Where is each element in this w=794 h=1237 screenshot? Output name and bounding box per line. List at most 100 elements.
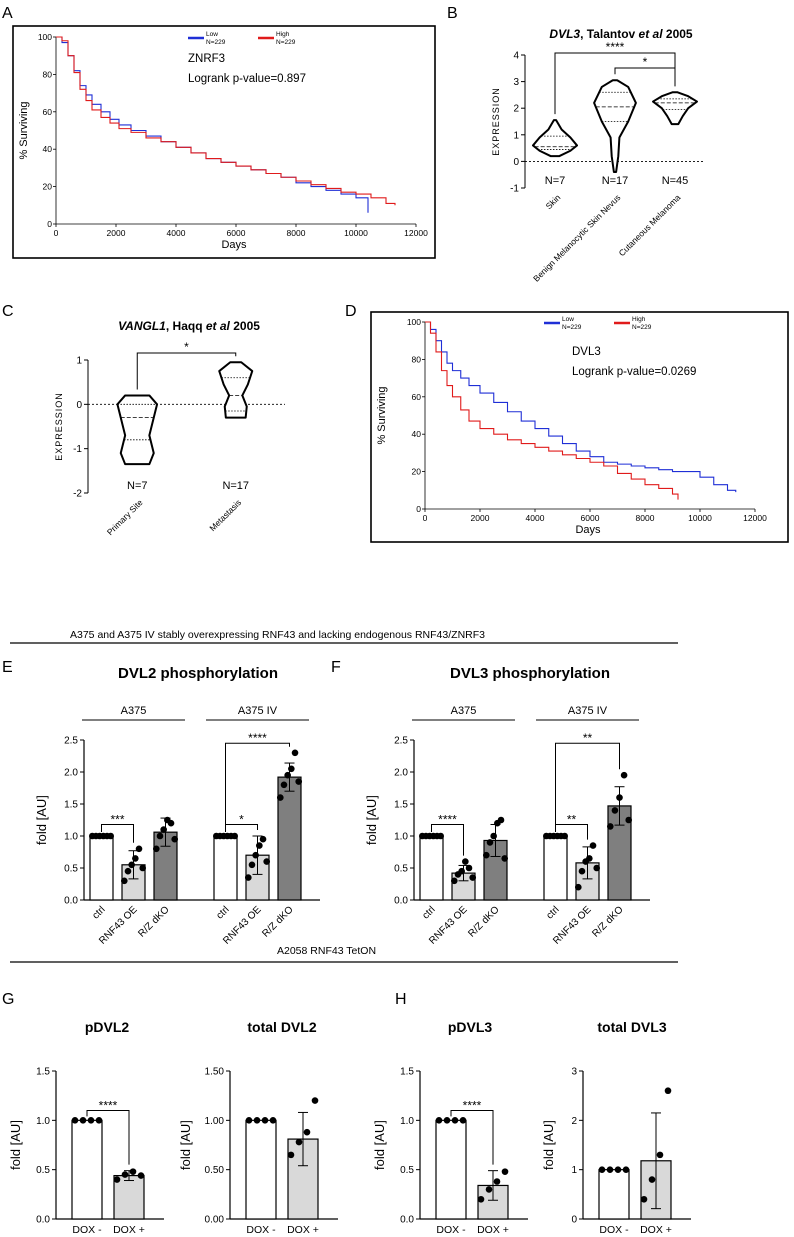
y-tick-label: 4 bbox=[513, 51, 519, 62]
data-point bbox=[611, 807, 619, 814]
y-tick-label: 0.0 bbox=[36, 1215, 50, 1226]
data-point bbox=[451, 877, 458, 885]
y-tick-label: 2.0 bbox=[64, 768, 78, 779]
y-tick-label: 3 bbox=[513, 77, 519, 88]
significance-label: *** bbox=[110, 812, 124, 826]
significance-label: **** bbox=[606, 40, 625, 54]
x-tick-label: 10000 bbox=[344, 228, 368, 238]
pvalue-label: Logrank p-value=0.0269 bbox=[572, 366, 696, 378]
y-tick-label: 0.0 bbox=[64, 896, 78, 907]
bar-chart-total-dvl2: total DVL2 0.00 0.50 1.00 1.50 fold [AU] DOX -… bbox=[178, 1019, 338, 1236]
legend-label-high: High bbox=[632, 316, 646, 323]
data-point bbox=[124, 867, 132, 875]
data-point bbox=[95, 1117, 103, 1124]
bar bbox=[245, 1119, 277, 1220]
category-label: ctrl bbox=[420, 904, 437, 921]
data-point bbox=[620, 771, 628, 779]
chart-title-part: et al bbox=[639, 27, 664, 41]
violin-shape bbox=[652, 91, 698, 126]
data-point bbox=[263, 858, 271, 865]
category-label: ctrl bbox=[214, 904, 231, 921]
data-point bbox=[256, 842, 263, 849]
y-axis-label: fold [AU] bbox=[541, 1120, 556, 1170]
data-point bbox=[656, 1151, 664, 1159]
chart-title-part: , Haqq bbox=[166, 319, 206, 333]
bar-chart-pdvl3: pDVL3 0.0 0.5 1.0 1.5 fold [AU] DOX - DOX + **** bbox=[372, 1019, 528, 1236]
y-axis-label: EXPRESSION bbox=[491, 87, 501, 156]
data-point bbox=[465, 864, 473, 872]
data-point bbox=[493, 1178, 501, 1185]
legend-label-low: Low bbox=[562, 316, 574, 323]
group-label: A375 bbox=[451, 705, 477, 717]
chart-title-part: 2005 bbox=[230, 319, 260, 333]
category-label: ctrl bbox=[544, 904, 561, 921]
panel-letter-f: F bbox=[331, 659, 341, 676]
panel-letter-h: H bbox=[395, 991, 407, 1008]
x-tick-label: 8000 bbox=[636, 513, 655, 523]
data-point bbox=[248, 861, 256, 869]
data-point bbox=[311, 1097, 319, 1104]
bar bbox=[543, 835, 568, 901]
data-point bbox=[153, 845, 160, 853]
y-tick-label: 100 bbox=[407, 317, 421, 327]
y-tick-label: -2 bbox=[73, 489, 82, 500]
data-point bbox=[132, 855, 139, 862]
x-tick-label: 4000 bbox=[167, 228, 186, 238]
data-point bbox=[485, 1186, 493, 1193]
category-label: DOX - bbox=[246, 1224, 276, 1236]
data-point bbox=[252, 851, 259, 859]
data-point bbox=[575, 883, 582, 891]
data-point bbox=[137, 1172, 145, 1179]
data-point bbox=[295, 778, 303, 785]
group-count-label: N=17 bbox=[222, 480, 249, 492]
data-point bbox=[589, 842, 597, 849]
y-axis-label: fold [AU] bbox=[178, 1120, 193, 1170]
data-point bbox=[598, 1166, 606, 1173]
plot-frame bbox=[12, 25, 436, 259]
y-tick-label: 0.5 bbox=[400, 1165, 414, 1176]
y-tick-label: -1 bbox=[510, 184, 519, 195]
data-point bbox=[121, 1171, 129, 1178]
panel-letter-e: E bbox=[2, 659, 13, 676]
category-label: Primary Site bbox=[105, 497, 145, 537]
x-tick-label: 8000 bbox=[287, 228, 306, 238]
group-count-label: N=7 bbox=[545, 175, 566, 187]
y-tick-label: 2.0 bbox=[394, 768, 408, 779]
significance-bracket bbox=[136, 352, 237, 390]
chart-title-part: DVL3 bbox=[549, 27, 580, 41]
data-point bbox=[490, 832, 497, 840]
gene-label: ZNRF3 bbox=[188, 53, 225, 65]
x-tick-label: 0 bbox=[423, 513, 428, 523]
km-plot-znrf3: 0 20 40 60 80 100 0 2000 4000 6000 8000 10000 12000 D… bbox=[12, 25, 436, 259]
x-tick-label: 6000 bbox=[227, 228, 246, 238]
significance-bracket bbox=[225, 742, 290, 832]
category-label: ctrl bbox=[90, 904, 107, 921]
data-point bbox=[284, 771, 291, 779]
significance-bracket bbox=[450, 1109, 494, 1165]
survival-curve-high bbox=[425, 321, 679, 500]
panel-letter-g: G bbox=[2, 991, 14, 1008]
category-label: DOX + bbox=[287, 1224, 319, 1236]
data-point bbox=[586, 855, 593, 862]
chart-title: DVL3, Talantov et al 2005 bbox=[549, 27, 693, 41]
x-axis-label: Days bbox=[221, 239, 247, 251]
data-point bbox=[469, 874, 477, 881]
y-tick-label: 1.50 bbox=[205, 1067, 225, 1078]
data-point bbox=[291, 749, 299, 757]
legend-count-low: N=229 bbox=[562, 324, 582, 331]
group-label: A375 IV bbox=[238, 705, 278, 717]
data-point bbox=[483, 851, 490, 859]
data-point bbox=[277, 794, 284, 801]
chart-title: DVL2 phosphorylation bbox=[118, 665, 278, 682]
bar bbox=[435, 1119, 467, 1220]
y-tick-label: 2 bbox=[513, 104, 519, 115]
bar bbox=[89, 835, 114, 901]
violin-shape bbox=[116, 394, 159, 466]
data-point bbox=[295, 1138, 303, 1146]
bar bbox=[71, 1119, 103, 1220]
legend-label-high: High bbox=[276, 31, 290, 38]
panel-letter-c: C bbox=[2, 303, 14, 320]
y-tick-label: 40 bbox=[412, 429, 422, 439]
bar bbox=[213, 835, 238, 901]
chart-title: total DVL2 bbox=[247, 1019, 316, 1035]
